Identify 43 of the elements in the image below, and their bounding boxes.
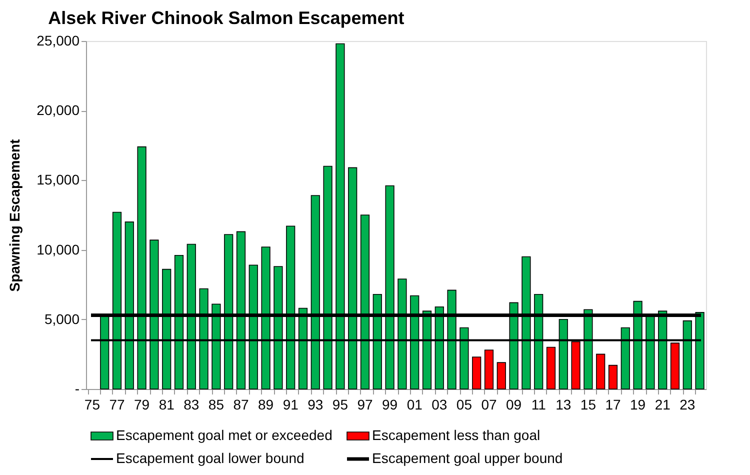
chart-title: Alsek River Chinook Salmon Escapement bbox=[48, 8, 404, 28]
x-tick-label: 93 bbox=[308, 396, 324, 412]
x-tick-label: 11 bbox=[531, 396, 546, 412]
x-tick-label: 81 bbox=[158, 396, 175, 412]
legend-label: Escapement goal met or exceeded bbox=[116, 427, 332, 443]
x-tick-label: 23 bbox=[680, 396, 696, 412]
x-tick-label: 83 bbox=[184, 396, 200, 412]
x-tick-label: 87 bbox=[233, 396, 249, 412]
legend-label: Escapement goal upper bound bbox=[372, 450, 563, 466]
bar bbox=[484, 350, 494, 390]
x-tick-label: 75 bbox=[84, 396, 100, 412]
bar bbox=[472, 356, 482, 390]
y-tick-label: 15,000 bbox=[36, 172, 80, 188]
legend-label: Escapement less than goal bbox=[372, 427, 540, 443]
y-tick-label: 10,000 bbox=[36, 241, 80, 258]
bar bbox=[608, 364, 618, 390]
legend-label: Escapement goal lower bound bbox=[116, 450, 304, 466]
x-tick-label: 17 bbox=[605, 396, 621, 412]
x-tick-label: 19 bbox=[630, 396, 646, 412]
x-tick-label: 85 bbox=[208, 396, 224, 412]
x-tick-label: 99 bbox=[382, 396, 398, 412]
y-tick-label: 20,000 bbox=[36, 102, 80, 118]
bar bbox=[596, 354, 606, 390]
x-tick-label: 13 bbox=[556, 396, 572, 412]
x-tick-label: 79 bbox=[134, 396, 150, 412]
x-tick-label: 89 bbox=[258, 396, 274, 412]
y-axis-title: Spawning Escapement bbox=[6, 138, 23, 292]
x-tick-label: 05 bbox=[456, 396, 472, 412]
bar bbox=[546, 346, 556, 390]
bar bbox=[496, 362, 506, 390]
y-tick-label: 25,000 bbox=[36, 32, 80, 48]
x-tick-label: 15 bbox=[580, 396, 596, 412]
x-tick-label: 97 bbox=[357, 396, 373, 412]
y-tick-label: - bbox=[74, 380, 80, 396]
x-tick-label: 07 bbox=[481, 396, 497, 412]
x-tick-label: 21 bbox=[654, 396, 671, 412]
y-tick-label: 5,000 bbox=[44, 310, 80, 327]
x-tick-label: 95 bbox=[332, 396, 348, 412]
x-tick-label: 01 bbox=[406, 396, 423, 412]
x-tick-label: 03 bbox=[432, 396, 448, 412]
x-tick-label: 91 bbox=[282, 396, 299, 412]
x-tick-label: 77 bbox=[109, 396, 125, 412]
x-tick-label: 09 bbox=[506, 396, 522, 412]
